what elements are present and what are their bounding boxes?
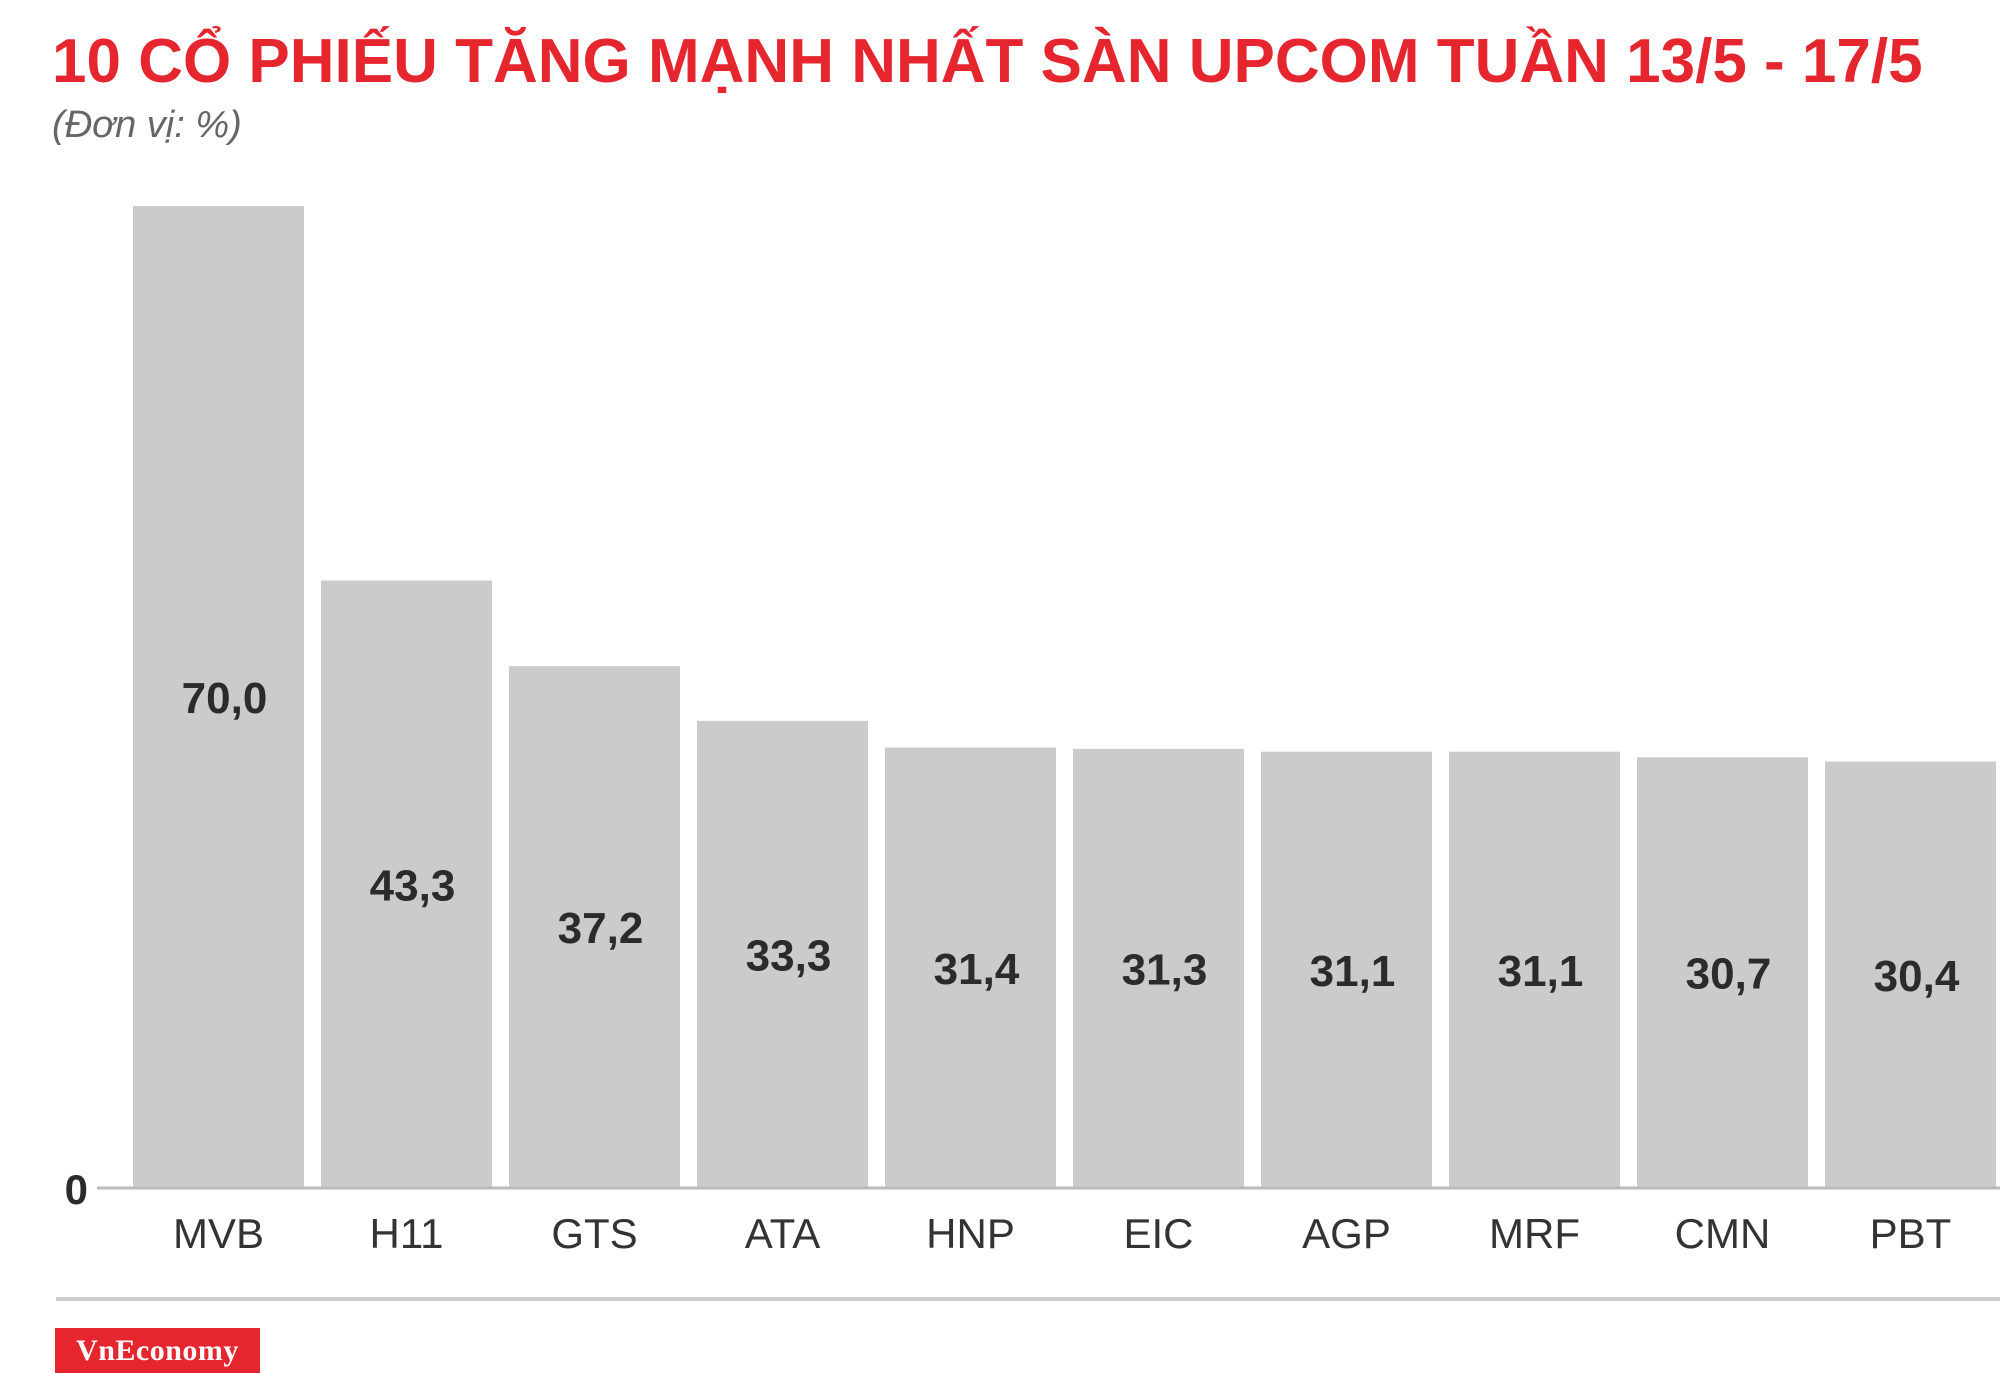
category-label-ata: ATA <box>745 1210 820 1257</box>
value-label-eic: 31,3 <box>1122 945 1208 994</box>
value-label-mvb: 70,0 <box>182 674 268 723</box>
bar-cmn <box>1637 757 1808 1188</box>
value-label-h11: 43,3 <box>370 861 456 910</box>
bar-eic <box>1073 748 1244 1188</box>
value-label-ata: 33,3 <box>746 931 832 980</box>
chart-title: 10 CỔ PHIẾU TĂNG MẠNH NHẤT SÀN UPCOM TUẦ… <box>52 27 1923 96</box>
value-label-mrf: 31,1 <box>1498 947 1584 996</box>
value-label-cmn: 30,7 <box>1686 950 1772 999</box>
category-label-h11: H11 <box>370 1210 444 1257</box>
chart-subtitle: (Đơn vị: %) <box>52 104 242 146</box>
bar-pbt <box>1825 761 1996 1188</box>
category-label-pbt: PBT <box>1870 1210 1952 1257</box>
category-label-mrf: MRF <box>1489 1210 1580 1257</box>
bar-gts <box>509 666 680 1188</box>
bar-mrf <box>1449 751 1620 1188</box>
value-labels-group: 70,0 43,3 37,2 33,3 31,4 31,3 31,1 31,1 30,7 30,4 <box>182 674 1960 1001</box>
bar-agp <box>1261 751 1432 1188</box>
category-labels-group: MVB H11 GTS ATA HNP EIC AGP MRF CMN PBT <box>173 1210 1951 1257</box>
y-tick-label-zero: 0 <box>65 1166 88 1213</box>
bar-ata <box>697 720 868 1188</box>
category-label-hnp: HNP <box>926 1210 1015 1257</box>
bar-h11 <box>321 580 492 1188</box>
footer-divider <box>56 1297 2000 1301</box>
category-label-eic: EIC <box>1123 1210 1193 1257</box>
bars-group <box>133 206 1996 1188</box>
category-label-gts: GTS <box>551 1210 637 1257</box>
bar-hnp <box>885 747 1056 1188</box>
bar-mvb <box>133 206 304 1188</box>
category-label-agp: AGP <box>1302 1210 1391 1257</box>
value-label-hnp: 31,4 <box>934 945 1020 994</box>
value-label-agp: 31,1 <box>1310 947 1396 996</box>
brand-logo: VnEconomy <box>55 1328 260 1373</box>
category-label-mvb: MVB <box>173 1210 264 1257</box>
value-label-pbt: 30,4 <box>1874 952 1960 1001</box>
value-label-gts: 37,2 <box>558 904 644 953</box>
category-label-cmn: CMN <box>1675 1210 1771 1257</box>
